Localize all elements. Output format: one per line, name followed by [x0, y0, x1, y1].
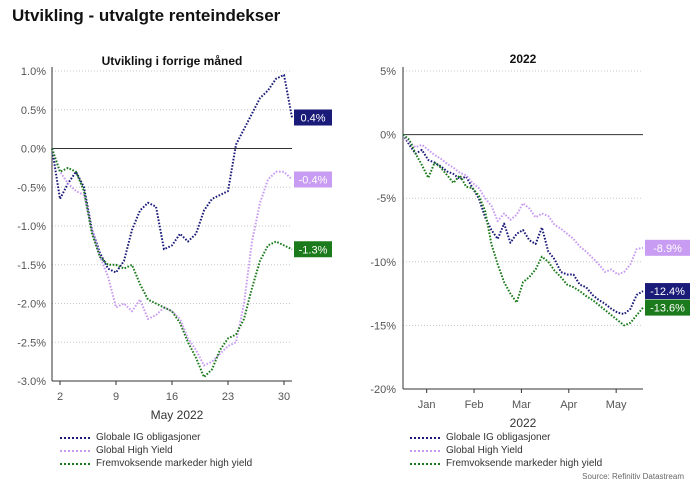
series-line-ig [51, 73, 293, 274]
legend-item-hy: Global High Yield [410, 444, 602, 457]
x-tick-label: Feb [465, 399, 484, 411]
legend-swatch-hy [60, 449, 90, 452]
y-tick-label: -20% [370, 384, 396, 396]
legend-swatch-ig [60, 436, 90, 439]
y-tick-label: -5% [376, 193, 396, 205]
x-tick-label: 2 [57, 391, 63, 403]
legend-item-ig: Globale IG obligasjoner [60, 431, 252, 444]
end-label-box-em [645, 299, 690, 316]
legend-item-ig: Globale IG obligasjoner [410, 431, 602, 444]
legend-swatch-ig [410, 436, 440, 439]
series-line-ig [402, 134, 644, 315]
y-tick-label: 0.0% [21, 144, 46, 156]
x-tick-label: 16 [166, 391, 178, 403]
legend-item-em: Fremvoksende markeder high yield [410, 457, 602, 470]
x-tick-label: 9 [113, 391, 119, 403]
x-tick-label: Mar [512, 399, 531, 411]
end-label-box-ig [294, 109, 332, 126]
y-tick-label: -15% [370, 320, 396, 332]
y-tick-label: -0.5% [17, 182, 46, 194]
legend-item-hy: Global High Yield [60, 444, 252, 457]
legend-right: Globale IG obligasjoner Global High Yiel… [410, 431, 602, 470]
legend-left: Globale IG obligasjoner Global High Yiel… [60, 431, 252, 470]
end-label-hy: -0.4% [299, 175, 328, 187]
y-tick-label: 0.5% [21, 105, 46, 117]
chart-left: Utvikling i forrige måned 1.0% 0.5% 0.0% -0.… [17, 54, 332, 422]
x-tick-label: Jan [418, 399, 436, 411]
legend-label-ig: Globale IG obligasjoner [446, 432, 551, 443]
end-label-box-hy [645, 239, 690, 256]
series-line-em [51, 148, 293, 379]
end-label-ig: -12.4% [650, 286, 685, 298]
legend-label-hy: Global High Yield [446, 445, 523, 456]
source-note: Source: Refinitiv Datastream [582, 472, 684, 481]
page-title: Utvikling - utvalgte renteindekser [12, 6, 281, 25]
x-tick-label: Apr [560, 399, 577, 411]
x-tick-label: May [606, 399, 627, 411]
end-label-box-em [294, 241, 332, 258]
series-line-hy [402, 133, 644, 276]
end-label-em: -13.6% [650, 303, 685, 315]
end-label-hy: -8.9% [653, 243, 682, 255]
y-tick-label: 0% [380, 130, 396, 142]
legend-swatch-hy [410, 449, 440, 452]
y-tick-label: 1.0% [21, 66, 46, 78]
legend-swatch-em [60, 462, 90, 465]
legend-label-em: Fremvoksende markeder high yield [96, 458, 253, 469]
y-tick-label: -3.0% [17, 376, 46, 388]
legend-item-em: Fremvoksende markeder high yield [60, 457, 252, 470]
legend-label-hy: Global High Yield [96, 445, 173, 456]
y-tick-label: -1.0% [17, 221, 46, 233]
end-label-em: -1.3% [299, 244, 328, 256]
legend-label-ig: Globale IG obligasjoner [96, 432, 201, 443]
series-line-em [402, 133, 644, 327]
end-label-box-ig [645, 283, 690, 300]
chart-left-title: Utvikling i forrige måned [102, 54, 243, 68]
chart-right: 2022 5% 0% -5% -10% -15% -20% Jan Feb Mar Apr May 20… [370, 52, 690, 430]
y-tick-label: -10% [370, 257, 396, 269]
y-tick-label: -2.0% [17, 299, 46, 311]
y-tick-label: -2.5% [17, 337, 46, 349]
series-line-hy [51, 148, 293, 367]
legend-swatch-em [410, 462, 440, 465]
legend-label-em: Fremvoksende markeder high yield [446, 458, 603, 469]
y-tick-label: 5% [380, 66, 396, 78]
end-label-box-hy [294, 171, 332, 188]
x-tick-label: 30 [278, 391, 290, 403]
chart-left-x-axis-title: May 2022 [151, 408, 204, 422]
chart-right-x-axis-title: 2022 [510, 416, 537, 430]
y-tick-label: -1.5% [17, 260, 46, 272]
x-tick-label: 23 [222, 391, 234, 403]
end-label-ig: 0.4% [300, 113, 325, 125]
chart-right-title: 2022 [510, 52, 537, 66]
